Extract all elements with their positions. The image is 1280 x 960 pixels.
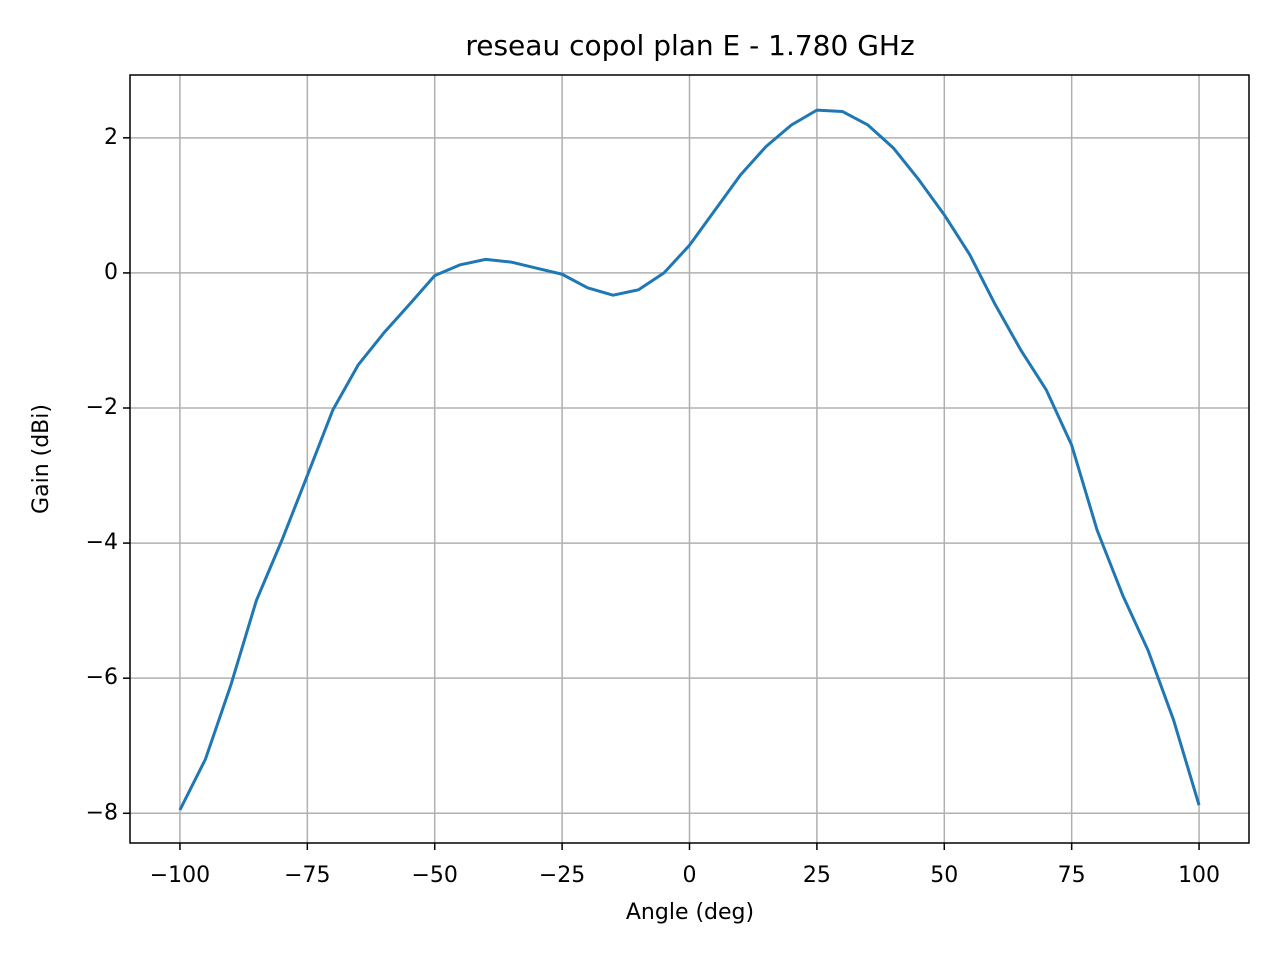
x-tick-label: −25: [539, 863, 585, 888]
x-tick-label: 75: [1058, 863, 1086, 888]
x-tick-label: 100: [1178, 863, 1220, 888]
chart-title: reseau copol plan E - 1.780 GHz: [465, 29, 914, 62]
plot-frame: [129, 74, 1250, 844]
y-tick-label: −4: [86, 530, 118, 555]
data-line: [178, 108, 1201, 811]
x-tick-label: −100: [150, 863, 210, 888]
x-axis-label: Angle (deg): [626, 900, 754, 925]
y-tick-label: −2: [86, 395, 118, 420]
y-axis-label: Gain (dBi): [29, 404, 54, 514]
y-tick-label: −6: [86, 665, 118, 690]
y-tick-label: 2: [104, 125, 118, 150]
y-tick-label: −8: [86, 800, 118, 825]
x-tick-label: −50: [411, 863, 457, 888]
x-tick-label: −75: [284, 863, 330, 888]
x-tick-label: 0: [683, 863, 697, 888]
x-tick-label: 50: [930, 863, 958, 888]
x-tick-label: 25: [803, 863, 831, 888]
y-tick-label: 0: [104, 260, 118, 285]
